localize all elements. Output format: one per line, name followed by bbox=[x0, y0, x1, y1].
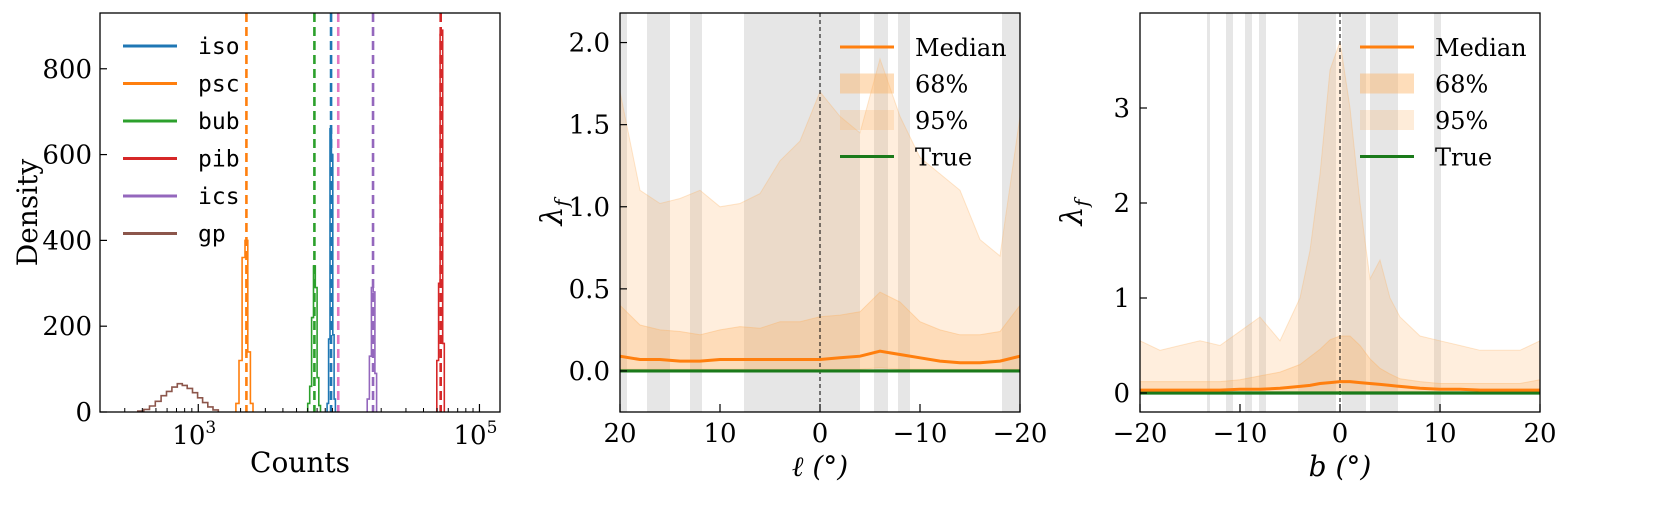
y-tick-label: 1 bbox=[1113, 284, 1130, 314]
legend-label-gp: gp bbox=[198, 222, 226, 248]
legend-label-68: 68% bbox=[915, 71, 968, 99]
masked-region bbox=[1342, 13, 1366, 412]
masked-region bbox=[1370, 13, 1398, 412]
masked-region bbox=[1226, 13, 1233, 412]
x-tick-label: 10 bbox=[703, 419, 736, 449]
y-tick-label: 2 bbox=[1113, 189, 1130, 219]
median-line bbox=[620, 349, 1020, 365]
y-tick-label: 3 bbox=[1113, 94, 1130, 124]
x-tick-label: 10 bbox=[1423, 419, 1456, 449]
y-tick-label: 0 bbox=[1113, 379, 1130, 409]
y-axis-label: λf bbox=[1055, 197, 1093, 227]
legend-label-bub: bub bbox=[198, 109, 240, 135]
y-tick-label: 1.5 bbox=[569, 111, 610, 141]
hist-psc bbox=[235, 239, 254, 412]
legend-label-true: True bbox=[1435, 144, 1492, 172]
masked-region bbox=[898, 13, 910, 412]
plot-area bbox=[1140, 13, 1540, 412]
x-axis-label: b (°) bbox=[1309, 450, 1372, 483]
masked-region bbox=[1298, 13, 1336, 412]
plot-frame bbox=[99, 12, 501, 413]
y-tick-label: 600 bbox=[42, 141, 92, 171]
legend-label-68: 68% bbox=[1435, 71, 1488, 99]
x-tick-label: −20 bbox=[1113, 419, 1168, 449]
masked-region bbox=[744, 13, 860, 412]
longitude-panel: 0.0 0.5 1.0 1.5 2.0 20 10 0 −10 −20 ℓ (°) λf Median 6… bbox=[535, 12, 1048, 483]
x-axis-label: Counts bbox=[250, 446, 350, 479]
x-tick-label: 105 bbox=[453, 418, 497, 451]
masked-region bbox=[647, 13, 670, 412]
plot-area bbox=[620, 13, 1020, 412]
median-line bbox=[1140, 380, 1540, 392]
x-tick-label: 103 bbox=[172, 418, 216, 451]
x-tick-label: −20 bbox=[993, 419, 1048, 449]
y-tick-label: 0.5 bbox=[569, 275, 610, 305]
legend-label-median: Median bbox=[915, 34, 1007, 62]
y-axis-label: λf bbox=[535, 197, 573, 227]
masked-region bbox=[1245, 13, 1252, 412]
x-tick-label: 20 bbox=[603, 419, 636, 449]
y-tick-label: 400 bbox=[42, 226, 92, 256]
hist-gp bbox=[137, 382, 220, 412]
latitude-panel: 0 1 2 3 −20 −10 0 10 20 b (°) λf Median 68% 95% True bbox=[1055, 12, 1557, 483]
y-axis-label: Density bbox=[11, 159, 44, 267]
masked-region bbox=[1002, 13, 1020, 412]
x-tick-label: −10 bbox=[893, 419, 948, 449]
legend-label-psc: psc bbox=[198, 72, 240, 98]
legend-swatch-68 bbox=[1360, 73, 1414, 94]
x-axis-label: ℓ (°) bbox=[792, 450, 848, 483]
legend-label-ics: ics bbox=[198, 184, 240, 210]
y-tick-label: 0 bbox=[75, 398, 92, 428]
x-tick-exponent: 5 bbox=[487, 418, 498, 438]
legend-label-95: 95% bbox=[915, 107, 968, 135]
masked-region bbox=[874, 13, 888, 412]
masked-region bbox=[1259, 13, 1266, 412]
y-tick-label: 0.0 bbox=[569, 357, 610, 387]
masked-region bbox=[1434, 13, 1441, 412]
legend-label-median: Median bbox=[1435, 34, 1527, 62]
y-axis-label-subscript: f bbox=[551, 197, 573, 209]
legend-label-95: 95% bbox=[1435, 107, 1488, 135]
y-axis-label-subscript: f bbox=[1071, 197, 1093, 209]
masked-region bbox=[1207, 13, 1210, 412]
x-tick-exponent: 3 bbox=[205, 418, 216, 438]
y-tick-label: 800 bbox=[42, 55, 92, 85]
masked-region bbox=[690, 13, 702, 412]
x-tick-label: −10 bbox=[1213, 419, 1268, 449]
legend-swatch-68 bbox=[840, 73, 894, 94]
legend-label-iso: iso bbox=[198, 34, 240, 60]
masked-region bbox=[620, 13, 627, 412]
histogram-panel: 0 200 400 600 800 103 105 Counts Density iso psc bu… bbox=[11, 12, 501, 479]
legend-swatch-95 bbox=[1360, 110, 1414, 130]
y-tick-label: 1.0 bbox=[569, 193, 610, 223]
x-tick-label: 20 bbox=[1523, 419, 1556, 449]
x-tick-label: 0 bbox=[1332, 419, 1349, 449]
legend-label-pib: pib bbox=[198, 147, 240, 173]
legend-swatch-95 bbox=[840, 110, 894, 130]
legend-label-true: True bbox=[915, 144, 972, 172]
x-tick-label: 0 bbox=[812, 419, 829, 449]
y-tick-label: 2.0 bbox=[569, 29, 610, 59]
y-tick-label: 200 bbox=[42, 312, 92, 342]
